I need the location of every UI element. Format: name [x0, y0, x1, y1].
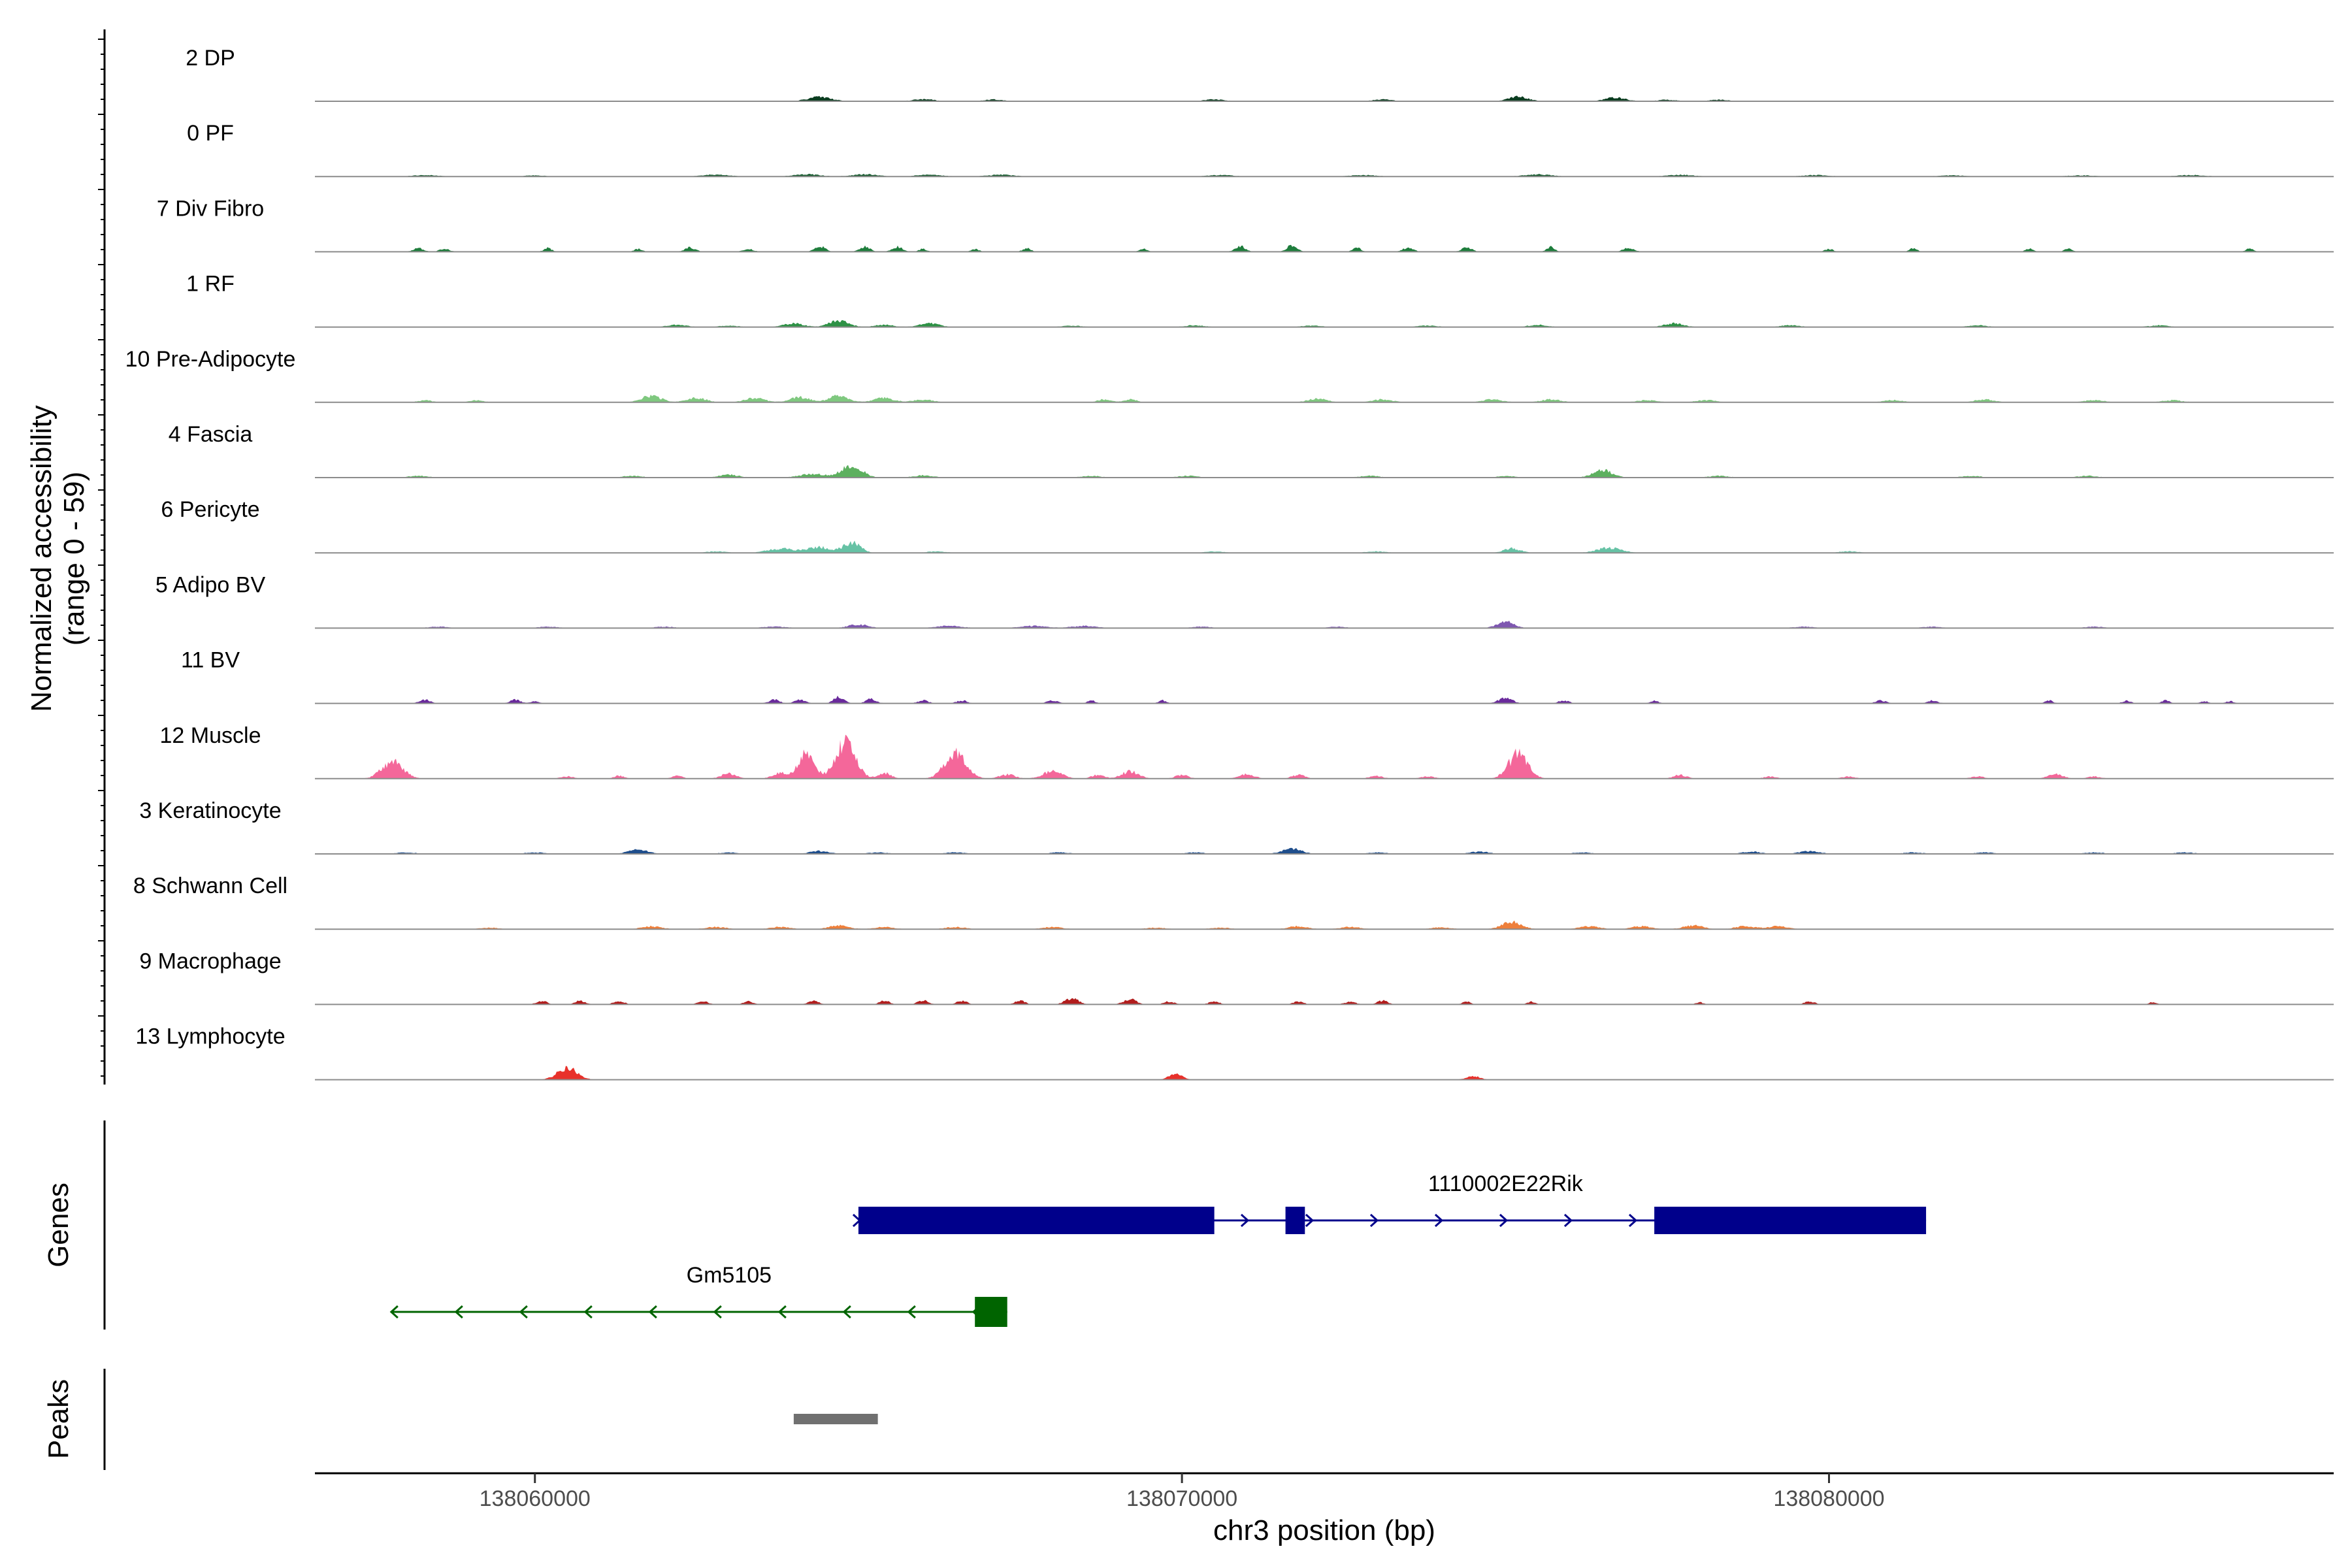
track-label: 9 Macrophage [139, 949, 281, 973]
exon [1285, 1207, 1305, 1234]
coverage-area [315, 847, 2334, 854]
gene-1110002E22Rik: 1110002E22Rik [852, 1171, 1927, 1234]
strand-arrow [1369, 1213, 1379, 1228]
coverage-area [315, 465, 2334, 478]
track-label: 2 DP [186, 46, 235, 71]
coverage-area [315, 540, 2334, 553]
strand-arrow [842, 1305, 851, 1319]
track-label: 11 BV [181, 648, 240, 673]
track-label: 12 Muscle [160, 723, 261, 748]
track-2: 0 PF [187, 121, 2334, 178]
coverage-y-axis-ticks [98, 39, 105, 1077]
track-11: 3 Keratinocyte [139, 798, 2334, 855]
track-label: 13 Lymphocyte [135, 1024, 285, 1049]
y-axis-title-line2: (range 0 - 59) [58, 472, 90, 646]
coverage-area [315, 921, 2334, 930]
peak-regions [793, 1414, 878, 1424]
strand-arrow [1240, 1213, 1250, 1228]
gene-name-label: 1110002E22Rik [1428, 1171, 1584, 1196]
x-axis-title: chr3 position (bp) [1213, 1514, 1435, 1546]
strand-arrow [713, 1305, 722, 1319]
track-1: 2 DP [186, 46, 2334, 102]
track-3: 7 Div Fibro [157, 196, 2334, 253]
track-7: 6 Pericyte [161, 497, 2334, 554]
track-14: 13 Lymphocyte [135, 1024, 2334, 1081]
exon [1654, 1207, 1927, 1234]
coverage-area [315, 395, 2334, 402]
y-axis-title-line1: Normalized accessibility [25, 405, 57, 711]
x-axis-ticks: 138060000 138070000 138080000 [480, 1473, 1885, 1511]
track-9: 11 BV [181, 648, 2334, 704]
genes-track-title: Genes [42, 1183, 74, 1267]
track-label: 1 RF [186, 272, 235, 297]
track-12: 8 Schwann Cell [133, 874, 2334, 930]
track-label: 6 Pericyte [161, 497, 259, 522]
track-label: 3 Keratinocyte [139, 798, 281, 823]
track-label: 0 PF [187, 121, 234, 146]
exon [975, 1297, 1007, 1327]
strand-arrow [1305, 1213, 1315, 1228]
gene-name-label: Gm5105 [687, 1263, 772, 1288]
peaks-track-title: Peaks [42, 1379, 74, 1459]
track-8: 5 Adipo BV [155, 572, 2334, 629]
strand-arrow [907, 1305, 916, 1319]
coverage-area [315, 998, 2334, 1005]
coverage-area [315, 695, 2334, 704]
strand-arrow [583, 1305, 593, 1319]
strand-arrow [1628, 1213, 1638, 1228]
strand-arrow [1434, 1213, 1444, 1228]
track-13: 9 Macrophage [139, 949, 2334, 1005]
exon [858, 1207, 1215, 1234]
coverage-area [315, 174, 2334, 177]
strand-arrow [389, 1305, 399, 1319]
x-tick-label: 138070000 [1126, 1486, 1237, 1511]
strand-arrow [648, 1305, 657, 1319]
coverage-area [315, 95, 2334, 101]
strand-arrow [1499, 1213, 1509, 1228]
track-10: 12 Muscle [160, 723, 2334, 779]
coverage-area [315, 621, 2334, 629]
peak-region-bar [793, 1414, 878, 1424]
coverage-tracks: 2 DP 0 PF 7 Div Fibro 1 RF 10 Pre-Adipocyte 4… [125, 46, 2334, 1081]
gene-annotations: 1110002E22Rik Gm5105 [389, 1171, 1927, 1327]
x-tick-label: 138080000 [1773, 1486, 1884, 1511]
gene-Gm5105: Gm5105 [389, 1263, 1007, 1327]
track-6: 4 Fascia [169, 422, 2334, 478]
coverage-area [315, 734, 2334, 779]
track-label: 5 Adipo BV [155, 572, 266, 597]
strand-arrow [519, 1305, 528, 1319]
strand-arrow [1563, 1213, 1573, 1228]
track-label: 4 Fascia [169, 422, 253, 447]
strand-arrow [777, 1305, 787, 1319]
coverage-area [315, 244, 2334, 252]
track-4: 1 RF [186, 272, 2334, 328]
track-5: 10 Pre-Adipocyte [125, 347, 2334, 403]
track-label: 10 Pre-Adipocyte [125, 347, 296, 372]
coverage-area [315, 1066, 2334, 1080]
x-tick-label: 138060000 [480, 1486, 591, 1511]
track-label: 7 Div Fibro [157, 196, 264, 221]
coverage-area [315, 319, 2334, 327]
strand-arrow [454, 1305, 463, 1319]
track-label: 8 Schwann Cell [133, 874, 287, 898]
